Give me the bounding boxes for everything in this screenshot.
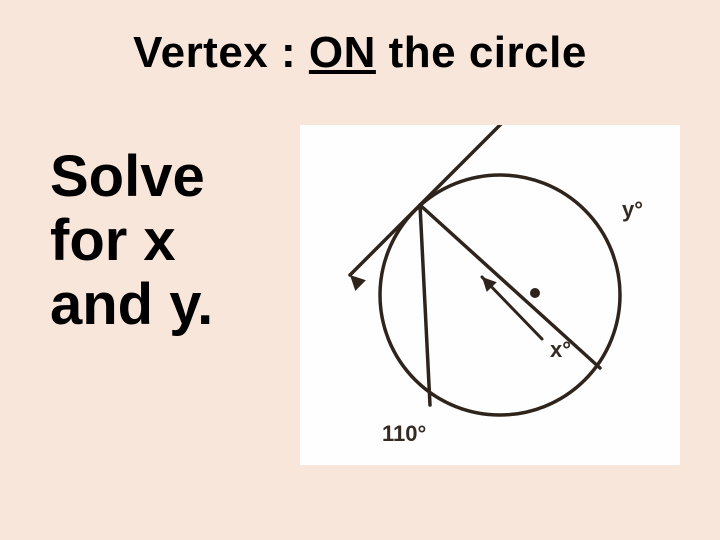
title-emphasis: ON: [309, 28, 376, 77]
slide-title: Vertex : ON the circle: [0, 28, 720, 78]
title-prefix: Vertex :: [133, 28, 309, 77]
chord-1: [420, 205, 430, 405]
center-dot: [530, 288, 540, 298]
geometry-diagram: y° x° 110°: [300, 125, 680, 465]
label-x: x°: [550, 337, 571, 362]
title-suffix: the circle: [376, 28, 587, 77]
diagram-svg: y° x° 110°: [300, 125, 680, 465]
prompt-text: Solve for x and y.: [50, 145, 213, 336]
tangent-line: [350, 125, 530, 275]
label-arc-110: 110°: [382, 421, 426, 446]
chord-0: [420, 205, 600, 368]
label-y: y°: [622, 197, 643, 222]
tangent-arrowhead-0: [350, 275, 366, 291]
